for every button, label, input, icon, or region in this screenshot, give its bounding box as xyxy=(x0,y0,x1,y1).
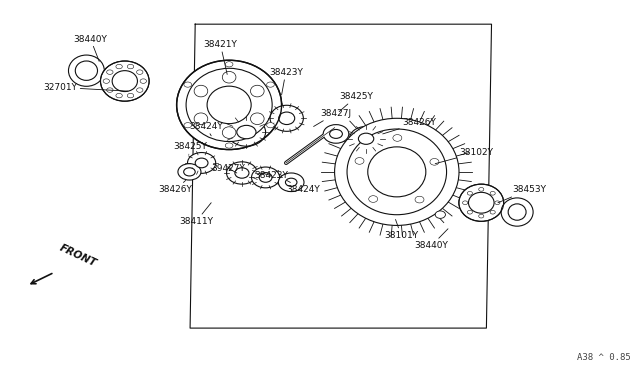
Ellipse shape xyxy=(127,93,134,98)
Ellipse shape xyxy=(195,158,208,168)
Ellipse shape xyxy=(468,192,494,213)
Ellipse shape xyxy=(178,164,201,180)
Ellipse shape xyxy=(490,192,495,195)
Ellipse shape xyxy=(323,125,349,143)
Text: 38425Y: 38425Y xyxy=(173,142,207,154)
Ellipse shape xyxy=(369,196,378,202)
Text: 38426Y: 38426Y xyxy=(159,180,193,194)
Ellipse shape xyxy=(116,93,122,98)
Text: 38424Y: 38424Y xyxy=(189,122,223,136)
Text: 38453Y: 38453Y xyxy=(498,185,546,203)
Ellipse shape xyxy=(116,64,122,69)
Text: 38421Y: 38421Y xyxy=(204,40,237,74)
Ellipse shape xyxy=(270,105,303,131)
Ellipse shape xyxy=(330,129,342,138)
Ellipse shape xyxy=(103,79,109,83)
Ellipse shape xyxy=(459,184,504,221)
Ellipse shape xyxy=(194,113,208,125)
Ellipse shape xyxy=(222,71,236,83)
Ellipse shape xyxy=(177,60,282,150)
Ellipse shape xyxy=(479,187,484,191)
Ellipse shape xyxy=(237,125,256,139)
Ellipse shape xyxy=(136,88,143,92)
Text: 38426Y: 38426Y xyxy=(383,118,436,134)
Text: 38425Y: 38425Y xyxy=(339,92,373,112)
Text: A38 ^ 0.85: A38 ^ 0.85 xyxy=(577,353,630,362)
Ellipse shape xyxy=(259,173,272,182)
Ellipse shape xyxy=(495,201,500,205)
Ellipse shape xyxy=(207,86,251,124)
Ellipse shape xyxy=(250,113,264,125)
Ellipse shape xyxy=(225,62,233,67)
Text: 38423Y: 38423Y xyxy=(255,171,289,180)
Ellipse shape xyxy=(435,211,445,218)
Text: 38427J: 38427J xyxy=(314,109,351,126)
Text: 38424Y: 38424Y xyxy=(287,180,321,194)
Ellipse shape xyxy=(186,68,272,141)
Text: 38440Y: 38440Y xyxy=(74,35,108,61)
Ellipse shape xyxy=(68,55,104,86)
Ellipse shape xyxy=(194,85,208,97)
Ellipse shape xyxy=(355,158,364,164)
Ellipse shape xyxy=(358,133,374,144)
Ellipse shape xyxy=(393,135,402,141)
Ellipse shape xyxy=(107,70,113,74)
Ellipse shape xyxy=(335,118,459,225)
Text: 32701Y: 32701Y xyxy=(44,83,128,92)
Ellipse shape xyxy=(100,61,149,101)
Ellipse shape xyxy=(235,168,249,178)
Ellipse shape xyxy=(467,210,472,214)
Ellipse shape xyxy=(267,123,275,128)
Ellipse shape xyxy=(127,64,134,69)
Text: 38411Y: 38411Y xyxy=(179,203,213,226)
Ellipse shape xyxy=(140,79,147,83)
Ellipse shape xyxy=(184,168,195,176)
Ellipse shape xyxy=(252,167,280,188)
Ellipse shape xyxy=(250,85,264,97)
Text: 38102Y: 38102Y xyxy=(435,148,493,164)
Ellipse shape xyxy=(76,61,97,80)
Ellipse shape xyxy=(136,70,143,74)
Ellipse shape xyxy=(490,210,495,214)
Ellipse shape xyxy=(184,123,191,128)
Text: FRONT: FRONT xyxy=(58,243,98,269)
Ellipse shape xyxy=(508,204,526,220)
Ellipse shape xyxy=(501,198,533,226)
Ellipse shape xyxy=(227,118,266,146)
Ellipse shape xyxy=(467,192,472,195)
Ellipse shape xyxy=(415,196,424,203)
Ellipse shape xyxy=(349,126,383,151)
Ellipse shape xyxy=(107,88,113,92)
Ellipse shape xyxy=(267,82,275,87)
Ellipse shape xyxy=(285,178,297,186)
Ellipse shape xyxy=(479,214,484,218)
Ellipse shape xyxy=(279,112,294,125)
Ellipse shape xyxy=(225,143,233,148)
Text: 38423Y: 38423Y xyxy=(269,68,303,95)
Ellipse shape xyxy=(347,129,447,215)
Ellipse shape xyxy=(184,82,191,87)
Ellipse shape xyxy=(368,147,426,197)
Ellipse shape xyxy=(188,153,216,173)
Ellipse shape xyxy=(227,162,257,184)
Ellipse shape xyxy=(278,173,304,192)
Text: 39427Y: 39427Y xyxy=(211,164,245,173)
Ellipse shape xyxy=(112,71,138,92)
Ellipse shape xyxy=(463,201,468,205)
Ellipse shape xyxy=(222,127,236,138)
Text: 38440Y: 38440Y xyxy=(415,229,449,250)
Text: 38101Y: 38101Y xyxy=(384,219,418,240)
Ellipse shape xyxy=(430,158,439,165)
